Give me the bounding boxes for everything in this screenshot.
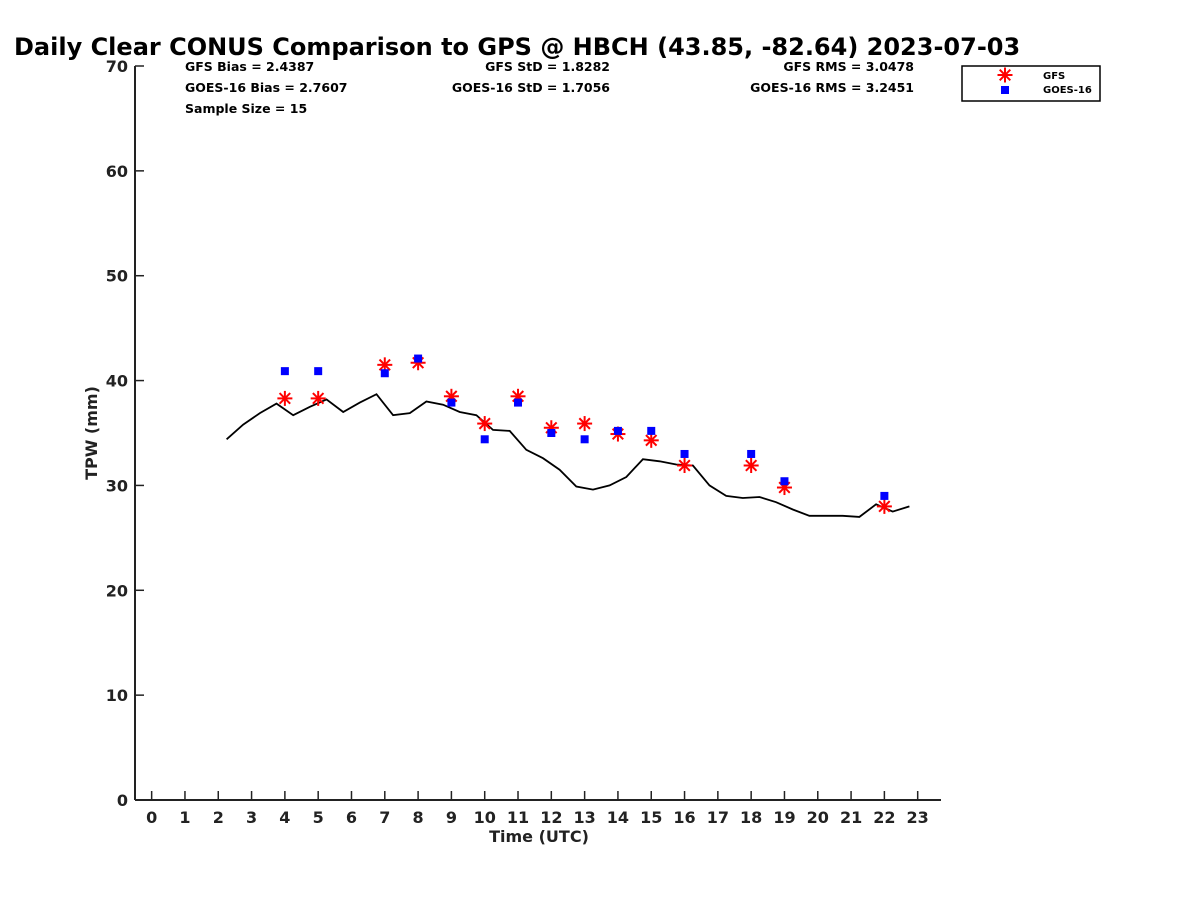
legend-gfs-marker <box>997 67 1013 83</box>
goes-point <box>480 435 489 444</box>
x-tick-label: 15 <box>640 808 662 827</box>
x-tick-label: 9 <box>446 808 457 827</box>
goes-point <box>280 367 289 376</box>
gfs-point <box>477 416 493 432</box>
x-tick-label: 14 <box>607 808 629 827</box>
asterisk-stroke <box>878 500 891 513</box>
asterisk-stroke <box>478 417 491 430</box>
gps-tpw-line <box>226 393 910 518</box>
x-tick-label: 5 <box>313 808 324 827</box>
goes-point <box>613 426 622 435</box>
y-axis-label: TPW (mm) <box>82 386 101 480</box>
gfs-point <box>743 458 759 474</box>
legend-goes-label: GOES-16 <box>1043 85 1092 96</box>
x-axis-label: Time (UTC) <box>489 827 589 846</box>
x-tick-label: 16 <box>673 808 695 827</box>
goes-point <box>380 369 389 378</box>
y-tick-label: 10 <box>106 686 128 705</box>
y-tick-label: 40 <box>106 372 128 391</box>
stat-gfs-bias: GFS Bias = 2.4387 <box>185 59 314 74</box>
x-tick-label: 0 <box>146 808 157 827</box>
chart-title: Daily Clear CONUS Comparison to GPS @ HB… <box>14 33 1020 61</box>
y-tick-label: 60 <box>106 162 128 181</box>
x-tick-label: 23 <box>907 808 929 827</box>
goes-point <box>547 429 556 437</box>
stat-gfs-std: GFS StD = 1.8282 <box>485 59 610 74</box>
stat-goes-rms: GOES-16 RMS = 3.2451 <box>750 80 914 95</box>
gfs-points-layer <box>277 355 892 514</box>
asterisk-stroke <box>998 68 1012 82</box>
goes-point <box>514 398 523 407</box>
goes-point <box>647 426 656 435</box>
asterisk-stroke <box>645 434 658 447</box>
y-tick-label: 20 <box>106 581 128 600</box>
y-tick-label: 50 <box>106 267 128 286</box>
x-tick-label: 18 <box>740 808 762 827</box>
gfs-point <box>677 458 693 474</box>
goes-point <box>680 449 689 458</box>
legend: GFS GOES-16 <box>961 65 1101 102</box>
x-tick-label: 21 <box>840 808 862 827</box>
goes-point <box>447 398 456 407</box>
x-tick-label: 17 <box>707 808 729 827</box>
goes-point <box>314 367 323 376</box>
stat-gfs-rms: GFS RMS = 3.0478 <box>783 59 914 74</box>
x-tick-label: 2 <box>213 808 224 827</box>
goes-point <box>414 354 423 363</box>
legend-gfs-asterisk <box>997 67 1013 83</box>
gfs-point <box>577 416 593 432</box>
legend-goes-marker <box>1001 86 1009 94</box>
gfs-point <box>876 498 892 514</box>
axes: 0 1 2 3 4 5 6 7 8 9 10 11 12 13 14 15 16 17 18 19 20 21 22 2301… <box>106 57 941 827</box>
asterisk-stroke <box>378 358 391 371</box>
x-tick-label: 4 <box>279 808 290 827</box>
gfs-point <box>310 390 326 406</box>
x-tick-label: 22 <box>873 808 895 827</box>
y-tick-label: 30 <box>106 476 128 495</box>
legend-gfs-label: GFS <box>1043 71 1065 82</box>
goes-point <box>747 449 756 458</box>
asterisk-stroke <box>312 392 325 405</box>
x-tick-label: 19 <box>773 808 795 827</box>
goes-point <box>780 477 789 486</box>
stat-goes-std: GOES-16 StD = 1.7056 <box>452 80 610 95</box>
asterisk-stroke <box>678 459 691 472</box>
x-tick-label: 20 <box>807 808 829 827</box>
x-tick-label: 7 <box>379 808 390 827</box>
stat-sample-size: Sample Size = 15 <box>185 101 307 116</box>
x-tick-label: 6 <box>346 808 357 827</box>
gps-line-layer <box>226 393 910 518</box>
x-tick-label: 13 <box>573 808 595 827</box>
goes-point <box>880 491 889 500</box>
y-tick-label: 70 <box>106 57 128 76</box>
stat-goes-bias: GOES-16 Bias = 2.7607 <box>185 80 347 95</box>
x-tick-label: 11 <box>507 808 529 827</box>
gfs-point <box>277 390 293 406</box>
legend-box <box>961 65 1101 102</box>
x-tick-label: 10 <box>474 808 496 827</box>
x-tick-label: 12 <box>540 808 562 827</box>
gfs-point <box>643 432 659 448</box>
x-tick-label: 8 <box>413 808 424 827</box>
goes-point <box>580 435 589 444</box>
goes-points-layer <box>280 354 889 500</box>
asterisk-stroke <box>745 459 758 472</box>
y-tick-label: 0 <box>117 791 128 810</box>
x-tick-label: 1 <box>179 808 190 827</box>
x-tick-label: 3 <box>246 808 257 827</box>
asterisk-stroke <box>278 392 291 405</box>
asterisk-stroke <box>578 417 591 430</box>
